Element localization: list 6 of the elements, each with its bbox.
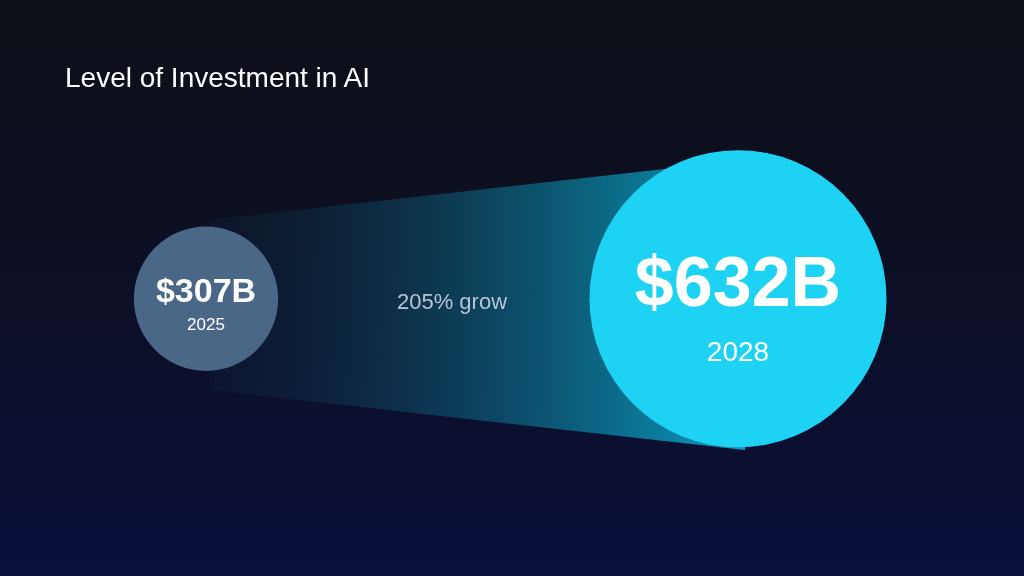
text: Level of Investment in AI (65, 62, 371, 94)
text: 205% grow (396, 288, 508, 314)
data-label: $307B (155, 271, 257, 310)
category-label: 2028 (706, 336, 770, 368)
category-label: 2025 (187, 315, 225, 335)
data-label: $632B (634, 243, 842, 322)
